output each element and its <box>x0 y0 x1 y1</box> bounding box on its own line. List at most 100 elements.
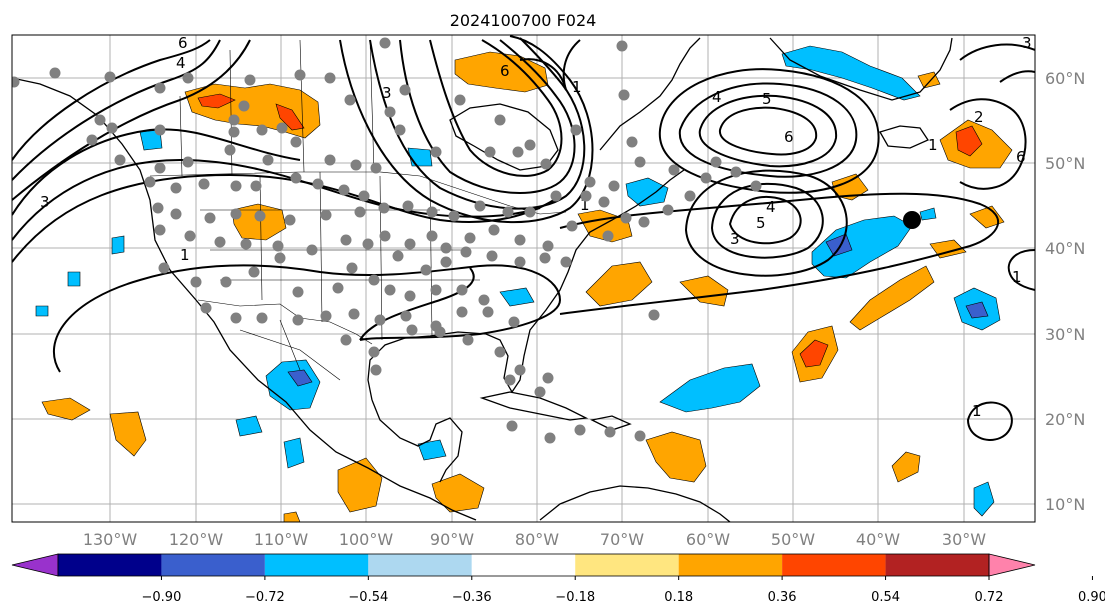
map-frame <box>11 34 1036 523</box>
anomaly-area-europe-edge <box>919 207 937 221</box>
latitude-labels: 60°N 50°N 40°N 30°N 20°N 10°N <box>1045 69 1085 514</box>
contour-label: 1 <box>1012 268 1022 286</box>
station-dot <box>394 124 406 136</box>
anomaly-area-mexico-south <box>283 511 301 522</box>
anomaly-area-atlantic-1 <box>585 261 653 307</box>
station-dot <box>616 40 628 52</box>
anomaly-area-west-europe-edge <box>969 205 1005 229</box>
colorbar-segment <box>471 554 576 576</box>
colorbar-tick-label: 0.54 <box>871 590 900 605</box>
station-dot <box>384 106 396 118</box>
station-dot <box>274 252 286 264</box>
figure-title: 2024100700 F024 <box>450 11 597 30</box>
anomaly-area-atlantic-2 <box>679 275 729 307</box>
station-dot <box>12 76 20 88</box>
station-dots <box>12 37 762 444</box>
negative-anomaly-shading <box>35 45 1001 517</box>
station-dot <box>374 314 386 326</box>
station-dot <box>392 250 404 262</box>
longitude-tick-label: 70°W <box>600 530 644 549</box>
anomaly-area-pacific-edge <box>111 235 125 255</box>
station-dot <box>320 310 332 322</box>
station-dot <box>379 37 391 49</box>
station-dot <box>154 162 166 174</box>
station-dot <box>204 212 216 224</box>
longitude-tick-label: 30°W <box>942 530 986 549</box>
station-dot <box>338 184 350 196</box>
contour-label: 5 <box>756 214 766 232</box>
station-dot <box>170 208 182 220</box>
station-dot <box>426 206 438 218</box>
longitude-tick-label: 40°W <box>856 530 900 549</box>
contour-label: 1 <box>180 246 190 264</box>
contour-label: 1 <box>928 136 938 154</box>
station-dot <box>684 190 696 202</box>
border-us-states-1 <box>200 171 480 341</box>
latitude-tick-label: 40°N <box>1045 239 1085 258</box>
station-dot <box>248 266 260 278</box>
colorbar-segment <box>575 554 679 576</box>
station-dot <box>320 209 332 221</box>
station-dot <box>402 200 414 212</box>
station-dot <box>256 312 268 324</box>
station-dot <box>292 286 304 298</box>
latitude-tick-label: 50°N <box>1045 154 1085 173</box>
station-dot <box>598 196 610 208</box>
station-dot <box>306 244 318 256</box>
station-dot <box>634 430 646 442</box>
station-dot <box>49 67 61 79</box>
station-dot <box>400 310 412 322</box>
station-dot <box>158 262 170 274</box>
station-dot <box>368 346 380 358</box>
station-dot <box>482 306 494 318</box>
station-dot <box>250 180 262 192</box>
contour-line-east-atlantic-3 <box>999 70 1035 83</box>
coastline-yucatan <box>371 399 463 483</box>
contour-label: 3 <box>40 193 50 211</box>
border-mexico-states <box>239 319 341 381</box>
contour-line-east-atlantic-2 <box>959 43 1035 61</box>
longitude-tick-label: 80°W <box>515 530 559 549</box>
anomaly-core-iberia-west <box>955 125 983 157</box>
contour-label: 4 <box>176 54 186 72</box>
station-dot <box>240 238 252 250</box>
station-dot <box>170 182 182 194</box>
colorbar-extend-max <box>988 553 1036 577</box>
station-dot <box>506 420 518 432</box>
colorbar: −0.90 −0.72 −0.54 −0.36 −0.18 0.18 0.36 0.54 0.7… <box>11 553 1105 605</box>
station-dot <box>700 172 712 184</box>
station-dot <box>290 172 302 184</box>
station-dot <box>332 282 344 294</box>
contour-label: 6 <box>500 62 510 80</box>
station-dot <box>608 180 620 192</box>
station-dot <box>648 309 660 321</box>
station-dot <box>566 220 578 232</box>
station-dot <box>534 386 546 398</box>
station-dot <box>230 312 242 324</box>
station-dot <box>404 290 416 302</box>
colorbar-tick-label: −0.72 <box>245 590 285 605</box>
station-dot <box>230 208 242 220</box>
station-dot <box>420 264 432 276</box>
station-dot <box>190 276 202 288</box>
station-dot <box>618 89 630 101</box>
contour-label: 2 <box>974 108 984 126</box>
longitude-tick-label: 90°W <box>430 530 474 549</box>
station-dot <box>86 134 98 146</box>
station-dot <box>620 212 632 224</box>
station-dot <box>486 250 498 262</box>
station-dot <box>256 124 268 136</box>
station-dot <box>488 224 500 236</box>
station-dot <box>524 139 536 151</box>
station-dot <box>456 284 468 296</box>
station-dot <box>570 124 582 136</box>
station-dot <box>272 240 284 252</box>
contour-label: 6 <box>1016 148 1026 166</box>
contour-line-subtropical <box>53 264 562 373</box>
contour-line-trough-4 <box>429 39 563 177</box>
station-dot <box>430 146 442 158</box>
station-dot <box>710 156 722 168</box>
station-dot <box>604 426 616 438</box>
station-dot <box>502 206 514 218</box>
